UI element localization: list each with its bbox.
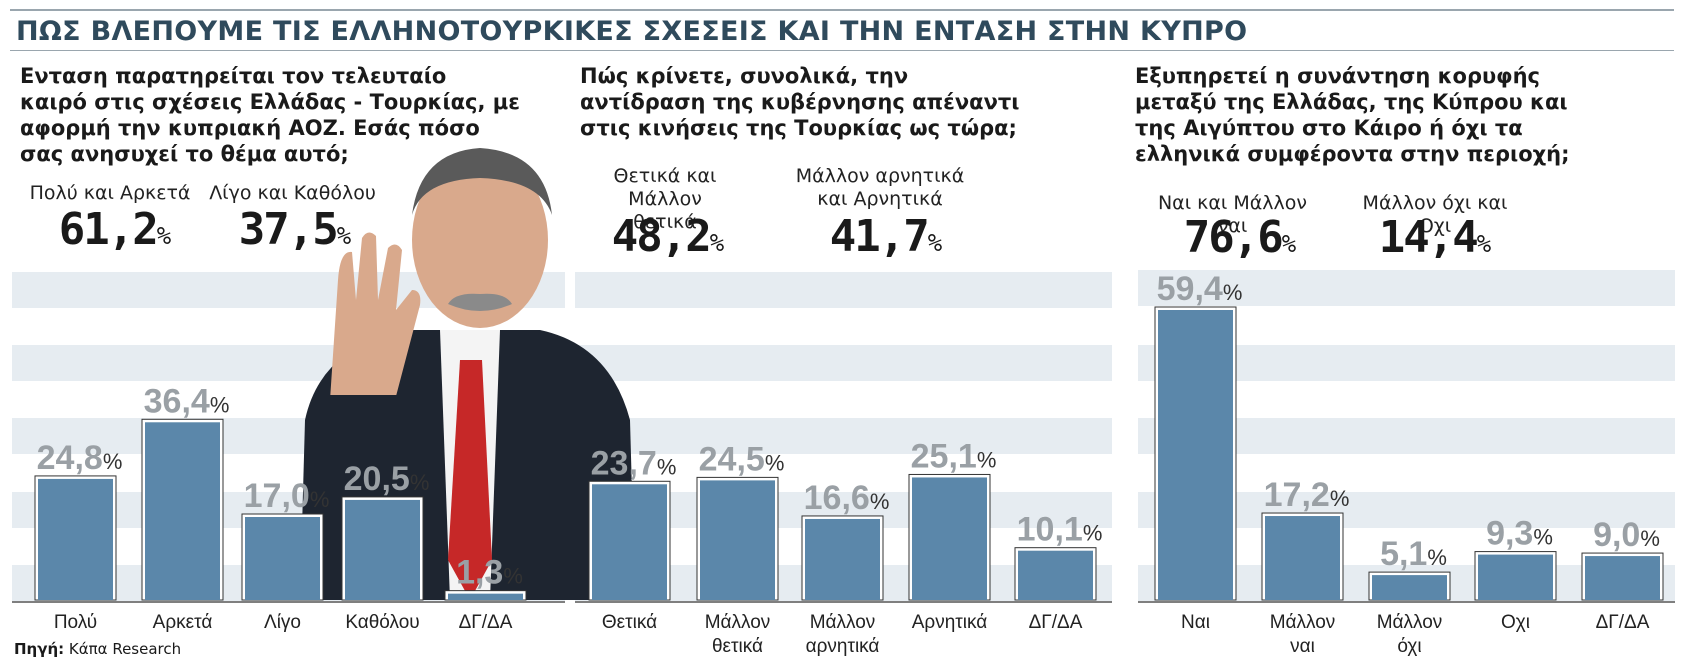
source-label: Πηγή: [14, 640, 65, 658]
panel3-group1-total: 76,6% [1160, 212, 1320, 263]
title-rule-top [10, 9, 1674, 11]
panel3-group2-label: Μάλλον όχι και Οχι [1362, 192, 1508, 237]
category-label: Θετικά [602, 612, 657, 633]
page-title: ΠΩΣ ΒΛΕΠΟΥΜΕ ΤΙΣ ΕΛΛΗΝΟΤΟΥΡΚΙΚΕΣ ΣΧΕΣΕΙΣ… [16, 16, 1248, 47]
category-label: αρνητικά [806, 636, 880, 657]
bar [448, 593, 523, 600]
panel1-group1-total: 61,2% [35, 204, 195, 255]
bar [700, 480, 775, 600]
bars-layer: 24,8% Πολύ 36,4% Αρκετά 17,0% Λίγο 20,5% Καθόλο… [12, 270, 1675, 657]
panel3-group1-label: Ναι και Μάλλον ναι [1157, 192, 1308, 237]
bar [1265, 516, 1340, 600]
category-label: ναι [1290, 636, 1315, 657]
panel1-question: Ενταση παρατηρείται τον τελευταίο καιρό … [20, 64, 520, 166]
bar [1585, 556, 1660, 600]
panel2-group2-pct: % [927, 229, 943, 257]
panel3-question: Εξυπηρετεί η συνάντηση κορυφής μεταξύ τη… [1135, 64, 1570, 166]
bar [592, 484, 667, 600]
bar-value-label: 24,5% [699, 440, 785, 478]
bar [805, 518, 880, 600]
category-label: ΔΓ/ΔΑ [1596, 612, 1650, 633]
panel2-group2-value: 41,7 [829, 211, 930, 262]
category-label: Μάλλον [810, 612, 876, 633]
bar [912, 477, 987, 600]
source-note: Πηγή: Κάπα Research [14, 640, 181, 658]
category-label: όχι [1397, 636, 1421, 657]
category-label: ΔΓ/ΔΑ [459, 612, 513, 633]
category-label: θετικά [712, 636, 763, 657]
bar-value-label: 9,0% [1593, 516, 1660, 554]
panel1-group2-total: 37,5% [215, 204, 375, 255]
category-label: Μάλλον [1270, 612, 1336, 633]
category-label: Αρκετά [153, 612, 213, 633]
bar [38, 478, 113, 600]
category-label: Καθόλου [345, 612, 419, 633]
bar-value-label: 9,3% [1486, 515, 1553, 553]
bar-value-label: 59,4% [1157, 270, 1243, 308]
panel1-group2-label: Λίγο και Καθόλου [209, 182, 376, 204]
panel2-group1-label: Θετικά και Μάλλον θετικά [613, 165, 717, 233]
bar-value-label: 1,3% [456, 554, 523, 592]
bar [1372, 575, 1447, 600]
category-label: Πολύ [54, 612, 97, 633]
panel1-group1-label: Πολύ και Αρκετά [29, 182, 191, 204]
panel3-group1-pct: % [1281, 230, 1297, 258]
category-label: Μάλλον [705, 612, 771, 633]
bar [1158, 310, 1233, 600]
bar [1018, 550, 1093, 600]
panel2-group2-label: Μάλλον αρνητικά και Αρνητικά [795, 165, 965, 210]
grid-band [575, 345, 1112, 381]
panel3-group2-value: 14,4 [1378, 212, 1479, 263]
bar-value-label: 25,1% [911, 437, 997, 475]
bar [1478, 554, 1553, 600]
bar-value-label: 17,0% [244, 477, 330, 515]
panel1-group2-pct: % [336, 222, 352, 250]
panel2-question: Πώς κρίνετε, συνολικά, την αντίδραση της… [580, 64, 1020, 140]
category-label: Αρνητικά [912, 612, 988, 633]
bar-value-label: 36,4% [144, 382, 230, 420]
category-label: Μάλλον [1377, 612, 1443, 633]
bar-value-label: 23,7% [591, 444, 677, 482]
category-label: ΔΓ/ΔΑ [1029, 612, 1083, 633]
panel1-group1-value: 61,2 [58, 204, 159, 255]
bar-value-label: 5,1% [1380, 535, 1447, 573]
panel2-group1-value: 48,2 [611, 211, 712, 262]
category-label: Λίγο [264, 612, 301, 633]
panel2-group1-total: 48,2% [588, 211, 748, 262]
panel3-group2-pct: % [1476, 230, 1492, 258]
bar [145, 422, 220, 600]
bar [245, 517, 320, 600]
category-label: Οχι [1501, 612, 1530, 633]
panel3-group2-total: 14,4% [1355, 212, 1515, 263]
title-rule-bottom [10, 50, 1674, 51]
grid-band [1138, 270, 1675, 306]
bar-value-label: 17,2% [1264, 476, 1350, 514]
panel3-group1-value: 76,6 [1183, 212, 1284, 263]
panel2-group1-pct: % [709, 229, 725, 257]
category-label: Ναι [1181, 612, 1210, 633]
source-value: Κάπα Research [68, 640, 182, 658]
bar-value-label: 16,6% [804, 479, 890, 517]
panel1-group2-value: 37,5 [238, 204, 339, 255]
bar-value-label: 10,1% [1017, 511, 1103, 549]
bar-value-label: 24,8% [37, 439, 123, 477]
grid-band [575, 418, 1112, 454]
grid-band [575, 272, 1112, 308]
bar-value-label: 20,5% [344, 460, 430, 498]
panel1-group1-pct: % [156, 222, 172, 250]
panel2-group2-total: 41,7% [806, 211, 966, 262]
bar [345, 499, 420, 600]
